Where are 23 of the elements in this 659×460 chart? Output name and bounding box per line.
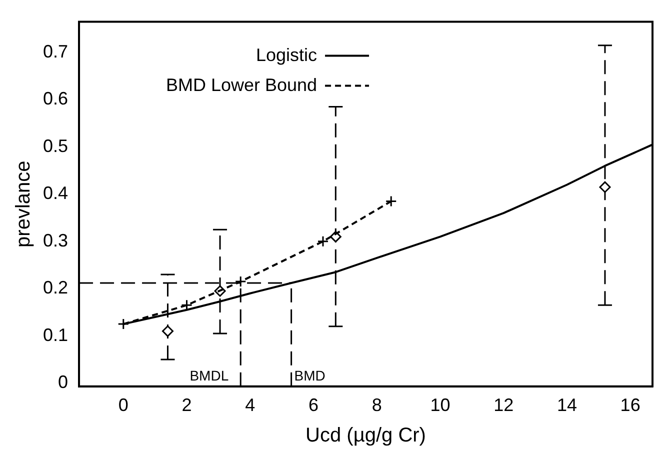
ref-line-label: BMD: [294, 367, 326, 384]
x-tick-label: 6: [308, 395, 318, 416]
x-tick-label: 2: [182, 395, 192, 416]
y-axis-title: prevlance: [12, 160, 35, 248]
x-tick-label: 4: [245, 395, 256, 416]
x-tick-label: 8: [372, 395, 382, 416]
y-tick-label: 0.7: [42, 41, 68, 62]
ref-line-label: BMDL: [190, 367, 229, 384]
x-tick-label: 16: [620, 395, 640, 416]
x-tick-label: 12: [494, 395, 514, 416]
x-tick-label: 14: [556, 395, 577, 416]
y-tick-label: 0.5: [42, 136, 68, 156]
y-tick-label: 0.1: [42, 324, 68, 345]
y-tick-label: 0.3: [42, 230, 68, 250]
legend-label: BMD Lower Bound: [166, 74, 318, 95]
y-tick-label: 0.6: [42, 88, 68, 109]
x-tick-label: 0: [118, 395, 128, 416]
y-tick-label: 0: [58, 372, 68, 392]
y-tick-label: 0.4: [42, 183, 68, 204]
x-tick-label: 10: [430, 395, 450, 416]
y-tick-label: 0.2: [42, 278, 68, 298]
x-axis-title: Ucd (µg/g Cr): [306, 424, 426, 447]
legend-label: Logistic: [256, 44, 318, 65]
